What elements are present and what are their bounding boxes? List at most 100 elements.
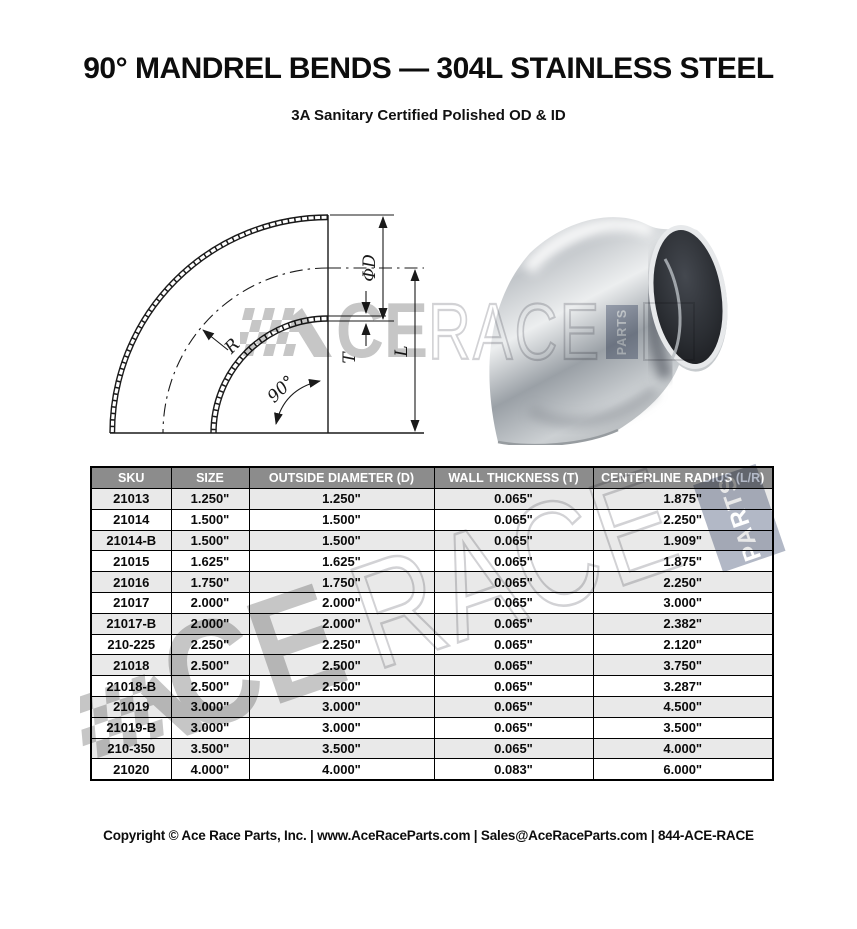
table-cell: 1.909" xyxy=(592,529,774,552)
table-cell: 4.000" xyxy=(592,737,774,760)
dim-label-outside-diameter: ΦD xyxy=(360,254,380,282)
table-row: 21017-B 2.000" 2.000" 0.065" 2.382" xyxy=(90,612,774,635)
table-cell: 1.875" xyxy=(592,488,774,510)
table-cell: 0.083" xyxy=(433,758,594,781)
header-sku: SKU xyxy=(90,466,172,489)
table-row: 21014-B 1.500" 1.500" 0.065" 1.909" xyxy=(90,529,774,552)
page-subtitle: 3A Sanitary Certified Polished OD & ID xyxy=(291,107,566,124)
dim-label-wall-thickness: T xyxy=(340,351,360,364)
table-cell: 21014 xyxy=(90,508,172,531)
table-cell: 21015 xyxy=(90,550,172,573)
table-cell: 21018 xyxy=(90,654,172,677)
table-cell: 21017 xyxy=(90,591,172,614)
table-cell: 2.500" xyxy=(170,654,250,677)
table-cell: 2.000" xyxy=(248,612,435,635)
table-cell: 2.500" xyxy=(170,675,250,697)
table-cell: 3.500" xyxy=(592,716,774,739)
table-cell: 2.000" xyxy=(170,591,250,614)
table-cell: 0.065" xyxy=(433,591,594,614)
table-cell: 2.250" xyxy=(592,508,774,531)
table-cell: 0.065" xyxy=(433,508,594,531)
table-cell: 3.500" xyxy=(170,737,250,760)
angle-arc xyxy=(274,378,321,425)
table-cell: 6.000" xyxy=(592,758,774,781)
table-row: 21016 1.750" 1.750" 0.065" 2.250" xyxy=(90,571,774,593)
table-cell: 21018-B xyxy=(90,675,172,697)
table-cell: 1.500" xyxy=(248,508,435,531)
table-cell: 2.500" xyxy=(248,654,435,677)
table-cell: 21019 xyxy=(90,695,172,718)
table-cell: 1.250" xyxy=(248,488,435,510)
table-cell: 1.500" xyxy=(170,529,250,552)
table-cell: 1.250" xyxy=(170,488,250,510)
table-row: 21018 2.500" 2.500" 0.065" 3.750" xyxy=(90,654,774,677)
elbow-highlight xyxy=(522,217,656,275)
spec-table-body: 21013 1.250" 1.250" 0.065" 1.875" 21014 1.500"… xyxy=(90,488,774,781)
table-cell: 0.065" xyxy=(433,695,594,718)
table-row: 21013 1.250" 1.250" 0.065" 1.875" xyxy=(90,488,774,510)
elbow-product-photo xyxy=(489,217,728,445)
table-cell: 2.120" xyxy=(592,633,774,656)
table-cell: 3.287" xyxy=(592,675,774,697)
table-cell: 0.065" xyxy=(433,529,594,552)
table-row: 21019 3.000" 3.000" 0.065" 4.500" xyxy=(90,695,774,718)
table-cell: 2.250" xyxy=(248,633,435,656)
table-cell: 4.000" xyxy=(248,758,435,781)
table-cell: 2.000" xyxy=(170,612,250,635)
table-cell: 3.000" xyxy=(248,695,435,718)
table-cell: 1.875" xyxy=(592,550,774,573)
table-cell: 4.000" xyxy=(170,758,250,781)
dim-label-bend-angle: 90° xyxy=(264,372,300,407)
table-row: 21014 1.500" 1.500" 0.065" 2.250" xyxy=(90,508,774,531)
table-cell: 1.750" xyxy=(170,571,250,593)
table-cell: 3.000" xyxy=(170,716,250,739)
table-header-row: SKU SIZE OUTSIDE DIAMETER (D) WALL THICK… xyxy=(90,466,774,489)
page-title: 90° MANDREL BENDS — 304L STAINLESS STEEL xyxy=(83,52,774,85)
bottom-opening-rim xyxy=(497,428,619,445)
table-cell: 2.250" xyxy=(170,633,250,656)
table-cell: 2.000" xyxy=(248,591,435,614)
header-size: SIZE xyxy=(170,466,250,489)
hatch-outer xyxy=(110,215,329,434)
table-cell: 21016 xyxy=(90,571,172,593)
table-cell: 0.065" xyxy=(433,737,594,760)
table-row: 21015 1.625" 1.625" 0.065" 1.875" xyxy=(90,550,774,573)
table-cell: 0.065" xyxy=(433,675,594,697)
table-row: 21017 2.000" 2.000" 0.065" 3.000" xyxy=(90,591,774,614)
table-cell: 1.625" xyxy=(170,550,250,573)
table-cell: 0.065" xyxy=(433,550,594,573)
table-cell: 0.065" xyxy=(433,488,594,510)
table-row: 21020 4.000" 4.000" 0.083" 6.000" xyxy=(90,758,774,781)
table-row: 21019-B 3.000" 3.000" 0.065" 3.500" xyxy=(90,716,774,739)
table-cell: 1.750" xyxy=(248,571,435,593)
table-cell: 1.500" xyxy=(248,529,435,552)
bend-dimension-diagram: ΦD T L R 90° xyxy=(109,214,424,434)
table-cell: 1.625" xyxy=(248,550,435,573)
table-cell: 3.000" xyxy=(170,695,250,718)
table-cell: 3.500" xyxy=(248,737,435,760)
table-cell: 2.250" xyxy=(592,571,774,593)
centerline-arc xyxy=(162,267,329,434)
table-cell: 0.065" xyxy=(433,654,594,677)
table-row: 21018-B 2.500" 2.500" 0.065" 3.287" xyxy=(90,675,774,697)
table-cell: 21020 xyxy=(90,758,172,781)
table-row: 210-225 2.250" 2.250" 0.065" 2.120" xyxy=(90,633,774,656)
table-cell: 0.065" xyxy=(433,633,594,656)
table-cell: 3.000" xyxy=(592,591,774,614)
table-cell: 2.500" xyxy=(248,675,435,697)
table-cell: 0.065" xyxy=(433,571,594,593)
dim-label-leg-length: L xyxy=(392,345,412,357)
header-wall-thickness: WALL THICKNESS (T) xyxy=(433,466,594,489)
footer-text: Copyright © Ace Race Parts, Inc. | www.A… xyxy=(103,828,754,843)
table-cell: 21019-B xyxy=(90,716,172,739)
table-cell: 4.500" xyxy=(592,695,774,718)
table-cell: 0.065" xyxy=(433,612,594,635)
table-cell: 210-350 xyxy=(90,737,172,760)
header-centerline-radius: CENTERLINE RADIUS (L/R) xyxy=(592,466,774,489)
spec-table: SKU SIZE OUTSIDE DIAMETER (D) WALL THICK… xyxy=(90,466,774,782)
table-cell: 1.500" xyxy=(170,508,250,531)
table-cell: 21017-B xyxy=(90,612,172,635)
table-cell: 3.000" xyxy=(248,716,435,739)
header-outside-diameter: OUTSIDE DIAMETER (D) xyxy=(248,466,435,489)
